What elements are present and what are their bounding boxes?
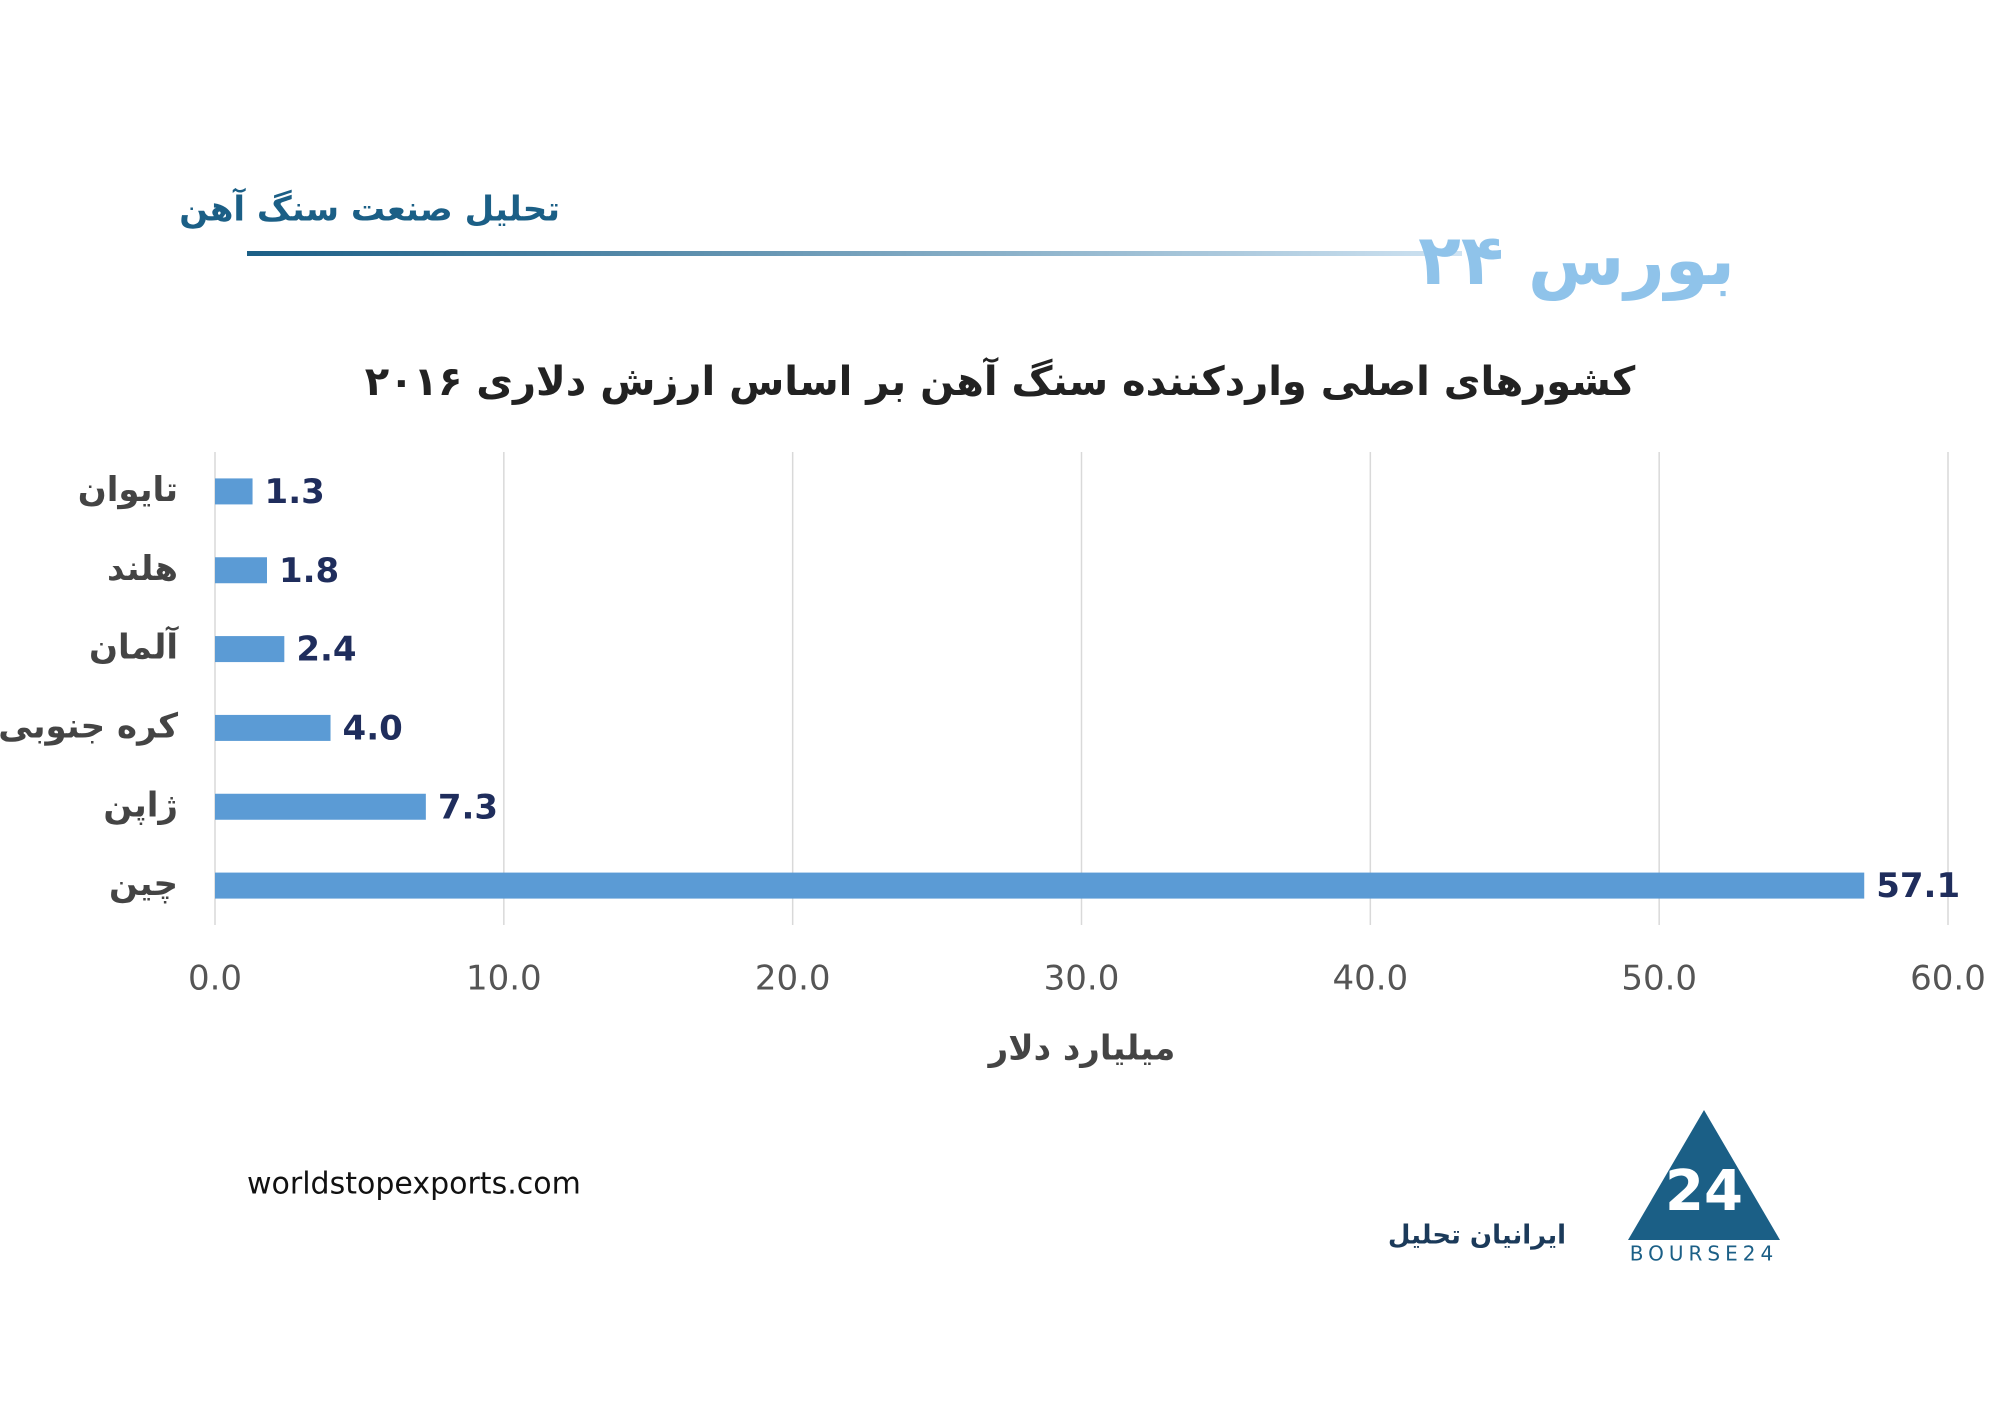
x-tick-label: 50.0 [1621,959,1697,999]
value-label: 1.8 [279,551,339,591]
x-tick-label: 30.0 [1044,959,1120,999]
value-label: 1.3 [265,472,325,512]
value-label: 4.0 [343,708,403,748]
header-subtitle: تحلیل صنعت سنگ آهن [179,188,560,230]
x-axis-title: میلیارد دلار [987,1029,1176,1069]
x-tick-label: 60.0 [1910,959,1986,999]
y-tick-label: تایوان [78,470,178,510]
x-tick-label: 10.0 [466,959,542,999]
x-tick-label: 40.0 [1332,959,1408,999]
y-tick-label: چین [109,864,178,904]
value-label: 2.4 [296,630,356,670]
y-tick-label: آلمان [89,626,179,668]
bar [215,872,1865,899]
bar [215,557,267,584]
bar [215,478,253,505]
logo-mark: 24 [1665,1159,1743,1224]
x-tick-label: 20.0 [755,959,831,999]
source: worldstopexports.com [247,1167,581,1202]
y-tick-label: هلند [107,549,178,589]
brand-logo: بورس ۲۴ [1418,219,1735,301]
company-name: ایرانیان تحلیل [1388,1221,1566,1251]
value-label: 7.3 [438,787,498,827]
bar [215,636,285,663]
company-logo: 24 [1628,1110,1780,1240]
y-tick-label: کره جنوبی [0,706,178,746]
logo-triangle [1628,1110,1780,1240]
value-label: 57.1 [1876,866,1960,906]
bar [215,793,426,820]
y-tick-label: ژاپن [103,785,178,825]
chart-title: کشورهای اصلی واردکننده سنگ آهن بر اساس ا… [365,356,1636,405]
x-tick-label: 0.0 [188,959,242,999]
logo-text: BOURSE24 [1630,1242,1778,1266]
bar [215,714,331,741]
header-line [247,251,1462,256]
